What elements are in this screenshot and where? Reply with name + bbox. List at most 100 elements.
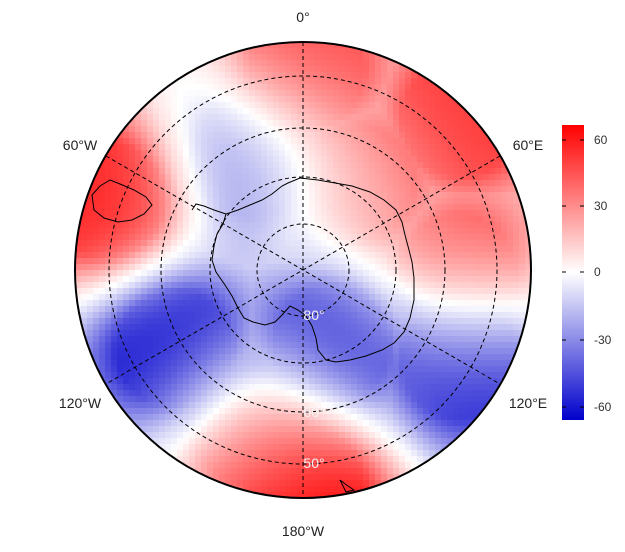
field-cell [141,96,148,103]
field-cell [297,354,304,361]
field-cell [291,342,298,349]
field-cell [129,246,136,253]
field-cell [411,222,418,229]
field-cell [267,264,274,271]
field-cell [123,138,130,145]
field-cell [411,156,418,163]
field-cell [471,324,478,331]
field-cell [183,222,190,229]
field-cell [345,174,352,181]
field-cell [225,156,232,163]
field-cell [147,156,154,163]
field-cell [267,330,274,337]
field-cell [435,96,442,103]
field-cell [171,114,178,121]
field-cell [177,366,184,373]
field-cell [261,246,268,253]
field-cell [183,192,190,199]
field-cell [447,108,454,115]
field-cell [351,72,358,79]
field-cell [387,354,394,361]
field-cell [279,240,286,247]
field-cell [243,114,250,121]
field-cell [339,252,346,259]
field-cell [243,408,250,415]
field-cell [255,156,262,163]
field-cell [429,396,436,403]
field-cell [393,468,400,475]
field-cell [159,426,166,433]
field-cell [285,342,292,349]
field-cell [159,90,166,97]
field-cell [417,234,424,241]
field-cell [369,114,376,121]
field-cell [249,210,256,217]
field-cell [189,372,196,379]
field-cell [303,402,310,409]
field-cell [393,54,400,61]
field-cell [519,234,526,241]
field-cell [501,348,508,355]
field-cell [411,456,418,463]
field-cell [303,168,310,175]
field-cell [441,126,448,133]
field-cell [195,300,202,307]
field-cell [249,474,256,481]
field-cell [99,348,106,355]
field-cell [105,180,112,187]
field-cell [405,246,412,253]
field-cell [165,258,172,265]
field-cell [405,372,412,379]
field-cell [255,252,262,259]
field-cell [279,342,286,349]
field-cell [405,426,412,433]
field-cell [273,156,280,163]
field-cell [273,294,280,301]
field-cell [315,432,322,439]
field-cell [393,342,400,349]
field-cell [273,276,280,283]
field-cell [333,462,340,469]
field-cell [399,210,406,217]
field-cell [351,306,358,313]
field-cell [231,288,238,295]
field-cell [405,270,412,277]
field-cell [507,324,514,331]
field-cell [459,204,466,211]
field-cell [273,462,280,469]
field-cell [297,60,304,67]
field-cell [93,240,100,247]
field-cell [273,210,280,217]
field-cell [111,210,118,217]
field-cell [369,384,376,391]
field-cell [459,108,466,115]
field-cell [483,228,490,235]
field-cell [231,294,238,301]
field-cell [477,258,484,265]
field-cell [387,78,394,85]
field-cell [447,180,454,187]
field-cell [489,354,496,361]
field-cell [447,258,454,265]
field-cell [471,408,478,415]
field-cell [417,366,424,373]
field-cell [189,90,196,97]
field-cell [369,456,376,463]
field-cell [291,348,298,355]
field-cell [513,360,520,367]
field-cell [243,294,250,301]
field-cell [249,450,256,457]
field-cell [411,354,418,361]
field-cell [129,312,136,319]
field-cell [249,348,256,355]
field-cell [315,222,322,229]
field-cell [147,246,154,253]
field-cell [183,90,190,97]
field-cell [495,360,502,367]
field-cell [483,186,490,193]
field-cell [411,384,418,391]
field-cell [243,420,250,427]
field-cell [411,330,418,337]
field-cell [465,132,472,139]
field-cell [231,78,238,85]
